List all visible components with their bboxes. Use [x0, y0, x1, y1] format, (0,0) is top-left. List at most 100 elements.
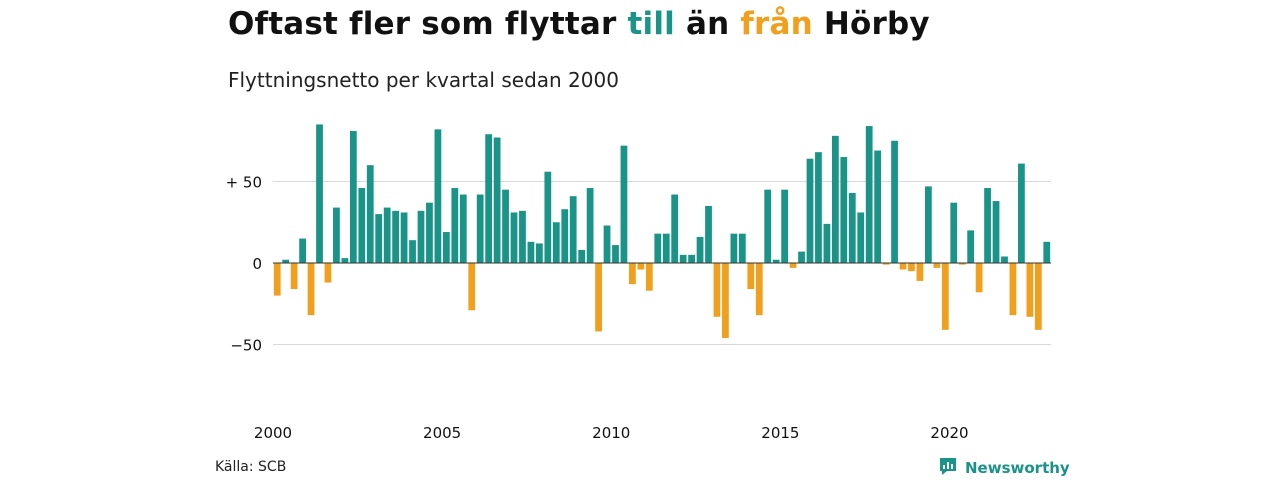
title-keyword-till: till [627, 6, 675, 42]
bar [561, 209, 569, 263]
bar [823, 223, 831, 263]
bar [366, 165, 374, 263]
bar [324, 263, 332, 283]
bar [722, 263, 729, 338]
bar [282, 259, 290, 263]
bar [307, 263, 315, 316]
bar [747, 263, 755, 290]
bar [451, 188, 459, 263]
bar [899, 263, 907, 270]
bar [840, 157, 848, 263]
bar [1001, 256, 1008, 263]
bars [273, 124, 1051, 338]
bar [975, 263, 983, 293]
bar [442, 232, 450, 263]
bar [383, 207, 391, 263]
bar [375, 214, 383, 263]
bar [468, 263, 476, 311]
bar [629, 263, 636, 285]
title-part-1: Oftast fler som flyttar [228, 6, 628, 42]
brand-name: Newsworthy [965, 459, 1070, 477]
bar [882, 263, 890, 265]
bar [341, 258, 349, 263]
bar [527, 241, 535, 263]
bar [502, 189, 509, 263]
bar [815, 152, 822, 263]
bar [705, 205, 712, 263]
bar [409, 240, 416, 263]
bar [1018, 163, 1025, 263]
bar [434, 129, 442, 263]
bar [984, 188, 991, 263]
bar [536, 243, 543, 263]
y-tick-label: 0 [252, 255, 262, 273]
bar [789, 263, 797, 268]
newsworthy-logo-icon [938, 456, 958, 480]
x-tick-label: 2020 [930, 424, 968, 442]
x-tick-label: 2000 [254, 424, 292, 442]
bar [755, 263, 763, 316]
bar [679, 254, 687, 263]
bar [654, 233, 662, 263]
bar [1034, 263, 1042, 330]
bar [417, 210, 425, 263]
bar [349, 130, 357, 263]
bar [933, 263, 941, 268]
bar [781, 189, 789, 263]
bar [967, 230, 975, 263]
bar [865, 126, 873, 263]
bar [662, 233, 670, 263]
bar [1026, 263, 1034, 317]
bar [645, 263, 653, 291]
x-tick-label: 2015 [761, 424, 799, 442]
bar [544, 171, 552, 263]
bar [798, 251, 805, 263]
bar [400, 212, 408, 263]
x-axis-ticks: 2000 2005 2010 2015 2020 [254, 424, 969, 442]
bar [696, 236, 704, 263]
bar [620, 145, 628, 263]
bar [958, 263, 966, 265]
bar [612, 245, 619, 263]
y-tick-label: + 50 [226, 174, 262, 192]
bar [519, 210, 526, 263]
bar [874, 150, 882, 263]
bar [595, 263, 602, 332]
x-tick-label: 2010 [592, 424, 630, 442]
bar [925, 186, 932, 263]
bar [891, 140, 898, 263]
bar [510, 212, 518, 263]
bar [552, 222, 560, 263]
bar [586, 188, 594, 263]
bar [738, 233, 746, 263]
bar [730, 233, 738, 263]
bar [569, 196, 577, 263]
bar [713, 263, 721, 317]
bar [1043, 241, 1051, 263]
bar [358, 188, 366, 263]
chart-subtitle: Flyttningsnetto per kvartal sedan 2000 [228, 68, 619, 92]
brand[interactable]: Newsworthy [938, 456, 1070, 480]
bar [916, 263, 924, 281]
bar [857, 212, 865, 263]
title-part-3: än [674, 6, 741, 42]
y-tick-label: −50 [230, 337, 262, 355]
bar [603, 225, 611, 263]
source-note: Källa: SCB [215, 459, 287, 475]
bar [992, 201, 1000, 263]
title-part-5: Hörby [812, 6, 930, 42]
bar [1009, 263, 1017, 316]
bar [426, 202, 433, 263]
chart-title: Oftast fler som flyttar till än från Hör… [228, 6, 930, 42]
bar [476, 194, 484, 263]
bar [493, 137, 501, 263]
bar [772, 259, 780, 263]
bar [688, 254, 695, 263]
bar [671, 194, 679, 263]
bar [950, 202, 958, 263]
bar [848, 192, 856, 263]
bar [392, 210, 400, 263]
title-keyword-fran: från [740, 6, 813, 42]
bar [333, 207, 340, 263]
